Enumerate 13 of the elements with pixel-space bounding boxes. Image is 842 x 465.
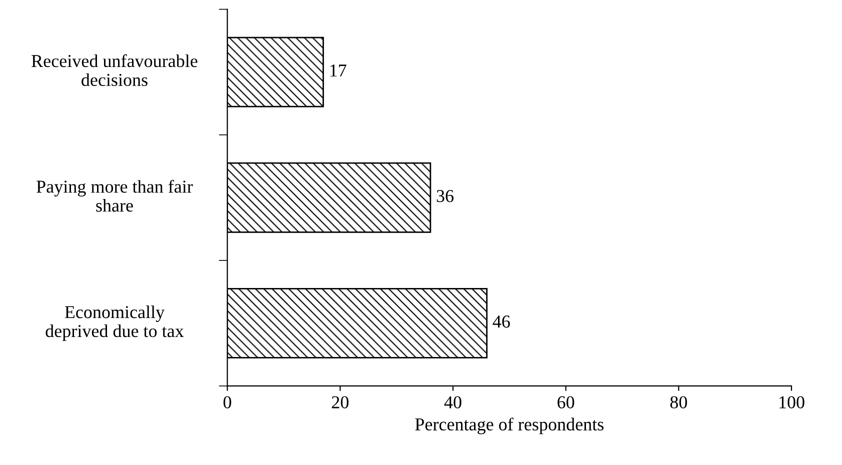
y-tick-label: Paying more than fair share	[36, 180, 193, 212]
data-label: 36	[436, 190, 454, 202]
x-tick-label: 0	[224, 396, 232, 408]
x-tick-label: 20	[332, 396, 349, 408]
data-label: 17	[330, 64, 346, 76]
y-tick-label: Economically deprived due to tax	[46, 306, 184, 341]
x-tick-label: 100	[780, 396, 804, 408]
y-tick-label: Received unfavourable decisions	[32, 54, 198, 86]
x-tick-label: 60	[558, 396, 574, 408]
x-tick-label: 40	[444, 396, 462, 408]
x-tick-label: 80	[670, 396, 687, 408]
data-label: 46	[492, 316, 510, 328]
x-axis-title: Percentage of respondents	[415, 418, 604, 434]
